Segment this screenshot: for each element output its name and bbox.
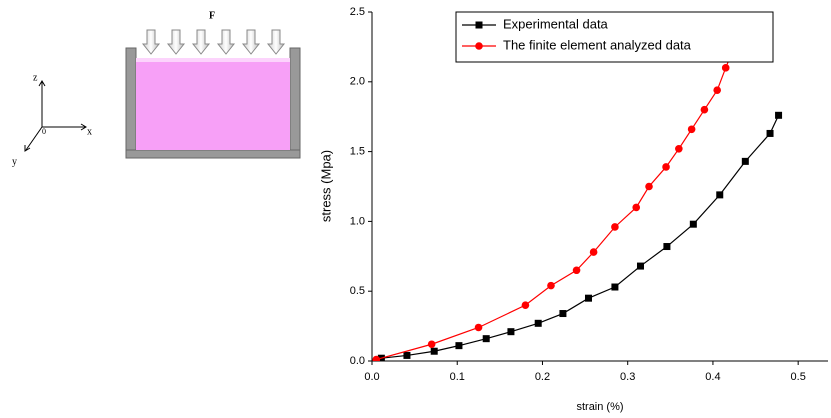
legend-label: Experimental data xyxy=(503,16,609,31)
x-tick-label: 0.1 xyxy=(450,371,465,383)
marker xyxy=(687,125,696,134)
wall-bottom xyxy=(125,149,301,159)
series-line xyxy=(376,46,735,361)
marker xyxy=(507,328,515,336)
y-axis-title: stress (Mpa) xyxy=(318,150,333,222)
origin-label: 0 xyxy=(42,127,46,136)
marker xyxy=(662,163,670,171)
y-tick-label: 2.0 xyxy=(350,76,365,88)
force-label: F xyxy=(209,10,215,21)
x-tick-label: 0.2 xyxy=(535,371,550,383)
x-tick-label: 0.3 xyxy=(620,371,635,383)
specimen xyxy=(136,58,290,150)
marker xyxy=(700,105,709,114)
marker xyxy=(645,182,653,191)
marker xyxy=(713,86,721,94)
legend-box xyxy=(455,11,774,63)
y-tick-label: 1.0 xyxy=(350,215,365,227)
force-arrows xyxy=(141,29,286,55)
x-tick-label: 0.0 xyxy=(364,371,379,383)
marker xyxy=(589,248,598,256)
axis-label: y xyxy=(12,156,17,167)
marker xyxy=(611,283,619,291)
y-tick-label: 0.5 xyxy=(350,285,365,297)
marker xyxy=(482,335,490,343)
marker xyxy=(663,243,671,251)
marker xyxy=(572,266,581,275)
y-tick-label: 2.5 xyxy=(350,6,365,18)
marker xyxy=(689,220,697,228)
marker xyxy=(775,111,783,119)
marker xyxy=(521,301,530,309)
marker xyxy=(636,262,644,270)
legend-marker xyxy=(475,42,483,50)
y-tick-label: 0.0 xyxy=(350,355,365,367)
legend-marker xyxy=(475,21,483,29)
marker xyxy=(721,64,730,72)
legend-label: The finite element analyzed data xyxy=(503,37,692,52)
axis-label: z xyxy=(33,72,38,83)
marker xyxy=(372,355,381,361)
specimen-top xyxy=(136,58,290,62)
diagram: F z x y 0 xyxy=(12,10,301,167)
marker xyxy=(632,203,641,212)
marker xyxy=(427,340,436,349)
axis-label: x xyxy=(87,126,92,137)
x-axis-title: strain (%) xyxy=(576,401,623,413)
x-tick-label: 0.4 xyxy=(705,371,720,383)
marker xyxy=(455,342,463,350)
marker xyxy=(675,145,683,153)
marker xyxy=(547,281,555,290)
wall-right xyxy=(289,47,301,159)
y-tick-label: 1.5 xyxy=(350,146,365,158)
marker xyxy=(741,157,749,165)
marker xyxy=(534,319,542,327)
marker xyxy=(430,347,438,355)
x-tick-label: 0.5 xyxy=(791,371,806,383)
marker xyxy=(611,223,619,231)
marker xyxy=(766,129,774,137)
series-line xyxy=(381,115,780,359)
marker xyxy=(716,191,724,199)
marker xyxy=(403,351,411,359)
plot-area xyxy=(372,43,783,361)
axes-triad xyxy=(24,80,87,152)
wall-left xyxy=(125,47,137,159)
marker xyxy=(474,323,483,332)
marker xyxy=(584,294,592,302)
marker xyxy=(559,310,567,318)
